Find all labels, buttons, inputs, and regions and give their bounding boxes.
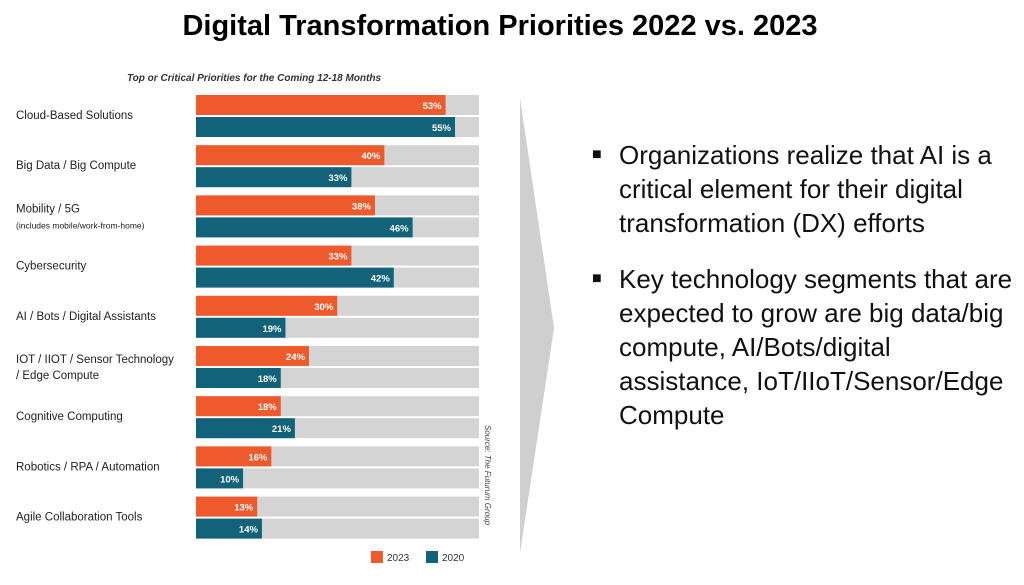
category-label: Mobility / 5G (includes mobile/work-from-… <box>16 203 145 230</box>
legend-label: 2023 <box>387 553 410 564</box>
bar-chart: Top or Critical Priorities for the Comin… <box>16 73 479 564</box>
data-label: 19% <box>262 324 282 335</box>
data-label: 53% <box>423 101 443 112</box>
data-label: 18% <box>258 402 278 413</box>
data-label: 42% <box>371 274 391 285</box>
bar-track <box>196 496 479 517</box>
category-label: Cloud-Based Solutions <box>16 110 133 122</box>
bullet-item: ■ Organizations realize that AI is a cri… <box>592 138 1017 240</box>
bar-track <box>196 518 479 539</box>
data-label: 40% <box>361 151 381 162</box>
chart-title: Top or Critical Priorities for the Comin… <box>127 73 382 84</box>
data-label: 13% <box>234 503 254 514</box>
bullet-text: Organizations realize that AI is a criti… <box>619 140 992 238</box>
slide-title: Digital Transformation Priorities 2022 v… <box>182 10 818 42</box>
category-label: Cognitive Computing <box>16 411 123 423</box>
chart-source: Source: The Futurum Group <box>483 425 492 526</box>
data-label: 16% <box>248 452 268 463</box>
bar-2020 <box>196 468 244 489</box>
data-label: 30% <box>314 302 334 313</box>
category-label: Cybersecurity <box>16 261 87 273</box>
category-label: IOT / IIOT / Sensor Technology / Edge Com… <box>16 354 174 382</box>
legend-label: 2020 <box>442 553 465 564</box>
bullet-text: Key technology segments that are expecte… <box>619 264 1013 430</box>
data-label: 33% <box>328 252 348 263</box>
data-label: 24% <box>286 352 306 363</box>
legend-swatch <box>371 551 383 563</box>
bar-track <box>196 468 479 489</box>
data-label: 21% <box>272 424 292 435</box>
data-label: 10% <box>220 474 240 485</box>
data-label: 55% <box>432 123 452 134</box>
bullet-marker-icon: ■ <box>592 146 602 163</box>
arrow-divider <box>520 98 554 553</box>
bar-2020 <box>196 167 352 188</box>
category-label: Robotics / RPA / Automation <box>16 461 160 473</box>
bar-2023 <box>196 245 352 266</box>
category-label: Agile Collaboration Tools <box>16 512 143 524</box>
data-label: 33% <box>328 173 348 184</box>
bar-2020 <box>196 317 286 338</box>
bullet-item: ■ Key technology segments that are expec… <box>592 262 1017 432</box>
bar-2023 <box>196 446 272 467</box>
bullet-marker-icon: ■ <box>592 270 602 287</box>
bar-2020 <box>196 267 394 288</box>
bar-2020 <box>196 368 281 388</box>
bar-2023 <box>196 95 446 115</box>
category-label: Big Data / Big Compute <box>16 160 136 172</box>
data-label: 46% <box>390 223 410 234</box>
bar-2020 <box>196 418 295 439</box>
bar-2023 <box>196 145 385 166</box>
bar-2023 <box>196 396 281 417</box>
bar-2020 <box>196 518 262 539</box>
arrow-shape <box>520 98 554 553</box>
category-label: AI / Bots / Digital Assistants <box>16 311 156 323</box>
bar-2023 <box>196 346 310 366</box>
bar-2020 <box>196 117 455 137</box>
data-label: 14% <box>239 525 259 536</box>
bar-2023 <box>196 195 375 216</box>
bullet-list: ■ Organizations realize that AI is a cri… <box>592 138 1017 454</box>
bar-2020 <box>196 217 413 238</box>
data-label: 38% <box>352 201 372 212</box>
data-label: 18% <box>258 374 278 385</box>
legend-swatch <box>426 551 438 563</box>
bar-2023 <box>196 295 338 316</box>
bar-2023 <box>196 496 258 517</box>
